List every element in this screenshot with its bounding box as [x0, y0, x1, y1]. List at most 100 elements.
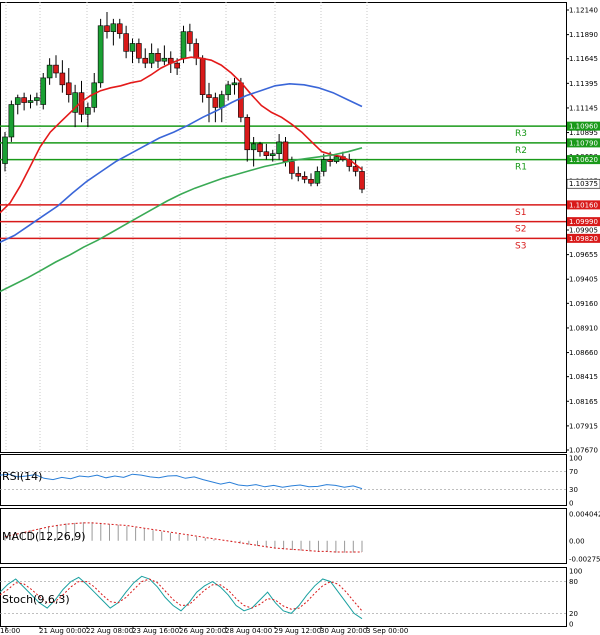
level-price-label: 1.10960	[569, 123, 598, 131]
candle-body	[142, 57, 149, 64]
x-tick-label: 22 Aug 08:00	[86, 627, 133, 635]
candle-body	[148, 53, 155, 64]
candle-body	[14, 97, 21, 105]
candle-body	[250, 143, 257, 151]
moving-average-line	[0, 56, 363, 214]
moving-average-line	[0, 147, 363, 293]
current-price-tag	[566, 178, 600, 189]
candle-body	[129, 43, 136, 52]
candle-body	[85, 107, 91, 115]
candle-body	[46, 64, 53, 79]
candle-body	[225, 84, 231, 95]
level-price-tag	[567, 217, 600, 227]
x-tick-label: 16:00	[0, 627, 20, 635]
level-price-tag	[567, 138, 600, 148]
y-tick-label: 1.11890	[569, 31, 598, 39]
level-label-r2: R2	[515, 146, 527, 156]
stoch-k-line	[0, 575, 363, 620]
candle-body	[327, 159, 333, 162]
x-tick-label: 28 Aug 04:00	[225, 627, 272, 635]
candle-body	[27, 100, 34, 103]
rsi-panel-frame	[0, 454, 567, 506]
macd-tick-label: 0.00	[569, 537, 585, 545]
stoch-tick-label: 20	[569, 610, 578, 618]
y-tick-label: 1.10895	[569, 129, 598, 137]
candle-body	[308, 179, 314, 184]
price-panel-frame	[0, 2, 567, 453]
y-tick-label: 1.08415	[569, 373, 598, 381]
level-price-tag	[567, 233, 600, 243]
x-tick-label: 30 Aug 20:00	[320, 627, 367, 635]
candle-body	[97, 25, 104, 84]
moving-average-line	[0, 82, 363, 244]
candle-body	[174, 62, 180, 69]
candle-body	[59, 72, 66, 86]
stoch-tick-label: 100	[569, 568, 582, 576]
candle-body	[110, 23, 117, 32]
level-price-label: 1.09990	[569, 218, 598, 226]
stoch-label: Stoch(9,6,3)	[2, 593, 70, 606]
stoch-panel: Stoch(9,6,3) 100 80 20 0	[0, 567, 582, 629]
level-label-r3: R3	[515, 129, 527, 139]
macd-panel: MACD(12,26,9) 0.004042 0.00 -0.002755	[0, 508, 600, 564]
candle-body	[359, 171, 365, 190]
candle-body	[206, 94, 212, 98]
candle-body	[282, 141, 289, 162]
y-tick-label: 1.08165	[569, 398, 598, 406]
candle-body	[8, 104, 15, 138]
candle-body	[263, 151, 270, 156]
candle-body	[180, 31, 187, 59]
stoch-panel-frame	[0, 567, 567, 627]
stoch-tick-label: 0	[569, 621, 573, 629]
level-label-s1: S1	[515, 208, 526, 218]
candle-body	[352, 166, 359, 172]
rsi-line	[0, 473, 363, 490]
rsi-tick-label: 100	[569, 455, 582, 463]
candle-body	[314, 171, 321, 184]
candle-body	[238, 82, 244, 118]
candle-body	[212, 97, 219, 108]
candle-body	[320, 159, 327, 172]
candle-body	[116, 23, 123, 34]
candle-body	[104, 25, 110, 32]
rsi-tick-label: 30	[569, 486, 578, 494]
candle-body	[136, 43, 142, 59]
candle-body	[34, 97, 40, 101]
stoch-tick-label: 80	[569, 578, 578, 586]
y-tick-label: 1.07915	[569, 422, 598, 430]
current-price-label: 1.10375	[569, 180, 598, 188]
level-price-label: 1.10620	[569, 156, 598, 164]
x-tick-label: 29 Aug 12:00	[274, 627, 321, 635]
candle-body	[72, 92, 78, 113]
level-price-tag	[567, 155, 600, 165]
candle-body	[2, 136, 8, 164]
macd-tick-label: -0.002755	[569, 556, 600, 564]
level-label-s2: S2	[515, 225, 526, 235]
y-tick-label: 1.11645	[569, 55, 598, 63]
rsi-tick-label: 70	[569, 468, 578, 476]
level-label-s3: S3	[515, 241, 526, 251]
candle-body	[199, 57, 206, 95]
macd-signal-line	[4, 522, 362, 553]
level-price-label: 1.10160	[569, 201, 598, 209]
candle-body	[269, 153, 276, 156]
candle-body	[193, 43, 200, 59]
candle-body	[289, 161, 295, 174]
candle-body	[257, 143, 263, 153]
level-price-label: 1.10790	[569, 139, 598, 147]
x-tick-label: 26 Aug 20:00	[179, 627, 226, 635]
candle-body	[301, 176, 308, 180]
y-tick-label: 1.09655	[569, 251, 598, 259]
candle-body	[161, 57, 168, 62]
candle-body	[244, 116, 251, 151]
rsi-tick-label: 0	[569, 500, 573, 508]
stoch-d-line	[0, 578, 363, 612]
y-tick-label: 1.09160	[569, 300, 598, 308]
y-tick-label: 1.08660	[569, 349, 598, 357]
macd-label: MACD(12,26,9)	[2, 530, 86, 543]
rsi-panel: RSI(14) 100 70 30 0	[0, 454, 582, 508]
y-tick-label: 1.07670	[569, 447, 598, 455]
candle-body	[155, 53, 161, 62]
